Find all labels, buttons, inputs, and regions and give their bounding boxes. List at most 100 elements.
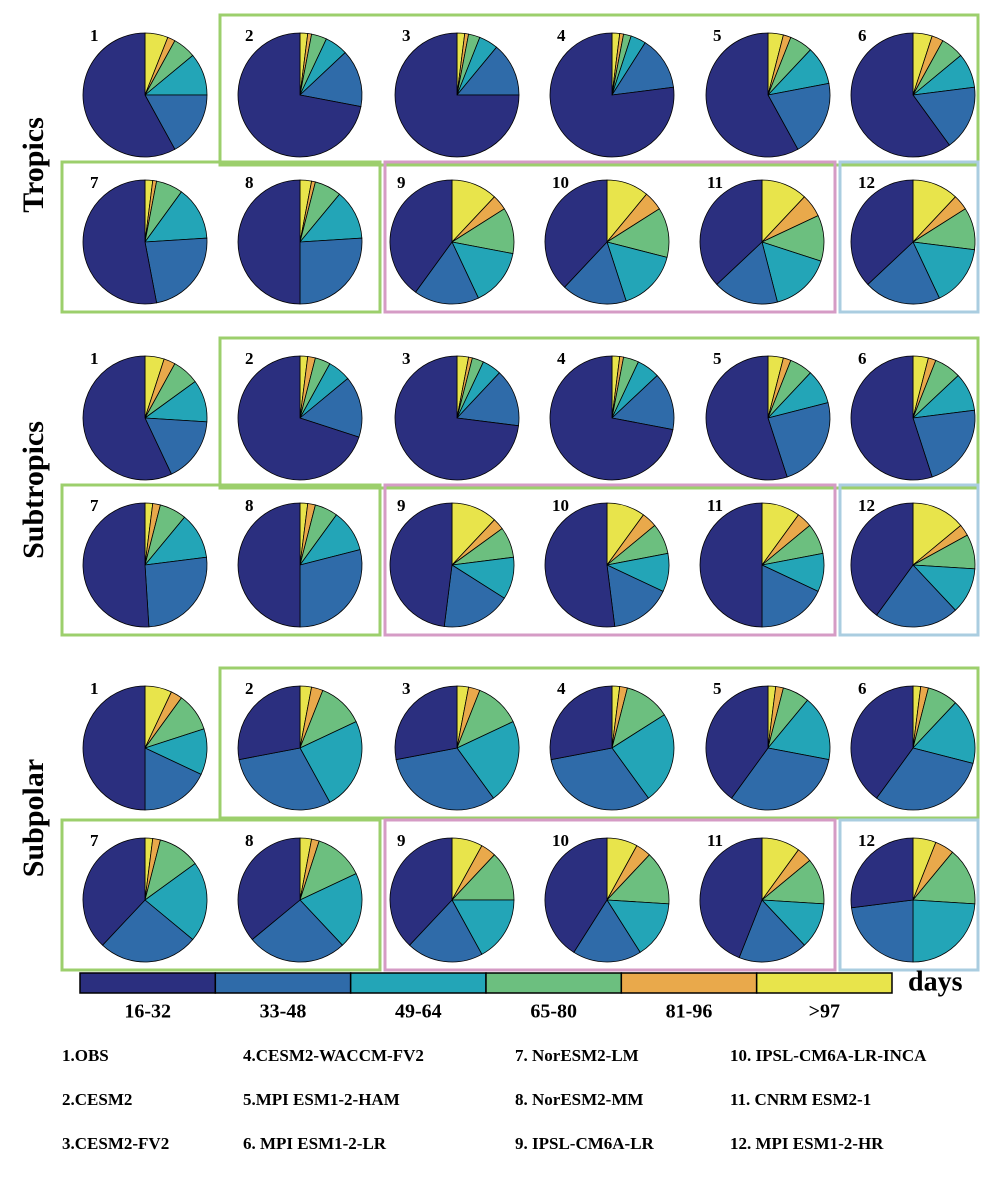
pie-slice xyxy=(456,372,520,427)
panel-label: 5 xyxy=(713,26,722,45)
panel-label: 4 xyxy=(557,679,566,698)
pie-slice xyxy=(237,685,301,761)
pie-slice xyxy=(395,747,495,811)
legend-label: 33-48 xyxy=(260,1001,307,1023)
pie-slice xyxy=(699,179,763,286)
pie-slice xyxy=(237,179,301,305)
pie-slice xyxy=(237,837,301,941)
panel-label: 5 xyxy=(713,349,722,368)
pie-slice xyxy=(82,502,150,628)
pie-slice xyxy=(144,862,208,941)
pie-slice xyxy=(451,899,515,955)
legend-swatch xyxy=(79,972,217,994)
pie-slice xyxy=(850,685,914,799)
panel-label: 6 xyxy=(858,349,867,368)
pie-slice xyxy=(82,685,146,811)
legend-label: 65-80 xyxy=(530,1001,577,1023)
model-name: 11. CNRM ESM2-1 xyxy=(730,1090,871,1109)
group-box xyxy=(838,160,980,314)
pie-slice xyxy=(611,374,675,431)
panel-label: 1 xyxy=(90,26,99,45)
panel-label: 7 xyxy=(90,496,99,515)
pie-slice xyxy=(389,179,453,293)
panel-label: 11 xyxy=(707,496,723,515)
pie-slice xyxy=(875,747,974,811)
panel-label: 12 xyxy=(858,831,875,850)
group-box xyxy=(218,336,980,490)
pie-slice xyxy=(299,237,363,305)
model-name: 7. NorESM2-LM xyxy=(515,1046,639,1065)
pie-slice xyxy=(573,899,641,963)
panel-label: 4 xyxy=(557,26,566,45)
panel-label: 10 xyxy=(552,496,569,515)
pie-slice xyxy=(144,556,208,628)
pie-slice xyxy=(237,355,360,481)
pie-slice xyxy=(550,747,650,811)
pie-slice xyxy=(82,179,158,305)
pie-slice xyxy=(705,685,769,799)
panel-label: 2 xyxy=(245,679,254,698)
pie-slice xyxy=(875,564,957,628)
panel-label: 11 xyxy=(707,831,723,850)
model-name: 6. MPI ESM1-2-LR xyxy=(243,1134,387,1153)
group-box xyxy=(838,483,980,637)
legend-unit: days xyxy=(908,966,963,997)
legend-swatch xyxy=(620,972,758,994)
panel-label: 9 xyxy=(397,496,406,515)
pie-slice xyxy=(82,32,176,158)
pie-slice xyxy=(408,899,483,963)
pie-slice xyxy=(443,564,505,628)
model-name: 8. NorESM2-MM xyxy=(515,1090,643,1109)
pie-slice xyxy=(611,714,675,799)
region-label: Subpolar xyxy=(17,759,50,877)
pie-slice xyxy=(767,699,831,761)
pie-slice xyxy=(850,32,951,158)
pie-slice xyxy=(101,899,194,963)
pie-slice xyxy=(767,402,831,478)
legend-label: 49-64 xyxy=(395,1001,442,1023)
pie-slice xyxy=(851,899,914,963)
pie-slice xyxy=(299,873,363,946)
panel-label: 12 xyxy=(858,496,875,515)
pie-slice xyxy=(606,854,670,905)
pie-slice xyxy=(299,549,363,628)
pie-slice xyxy=(237,32,362,158)
model-name: 5.MPI ESM1-2-HAM xyxy=(243,1090,400,1109)
pie-slice xyxy=(606,241,668,302)
panel-label: 7 xyxy=(90,831,99,850)
panel-label: 3 xyxy=(402,26,411,45)
pie-slice xyxy=(738,899,806,963)
group-box xyxy=(383,160,837,314)
pie-slice xyxy=(544,179,608,288)
panel-label: 1 xyxy=(90,349,99,368)
panel-label: 6 xyxy=(858,679,867,698)
pie-slice xyxy=(606,564,664,627)
legend-swatch xyxy=(349,972,487,994)
pie-slice xyxy=(299,377,363,438)
pie-slice xyxy=(82,355,172,481)
pie-slice xyxy=(761,241,822,303)
pie-slice xyxy=(549,32,675,158)
pie-slice xyxy=(456,721,520,799)
pie-slice xyxy=(767,82,831,150)
pie-slice xyxy=(549,355,674,481)
pie-slice xyxy=(761,564,819,628)
legend-swatch xyxy=(485,972,623,994)
panel-label: 8 xyxy=(245,831,254,850)
group-box xyxy=(383,818,837,972)
panel-label: 7 xyxy=(90,173,99,192)
pie-slice xyxy=(144,747,202,811)
pie-slice xyxy=(237,502,301,628)
pie-slice xyxy=(912,86,976,146)
pie-slice xyxy=(251,899,344,963)
pie-slice xyxy=(238,747,331,811)
legend-label: 81-96 xyxy=(666,1001,713,1023)
model-name: 3.CESM2-FV2 xyxy=(62,1134,169,1153)
pie-slice xyxy=(544,502,616,628)
pie-slice xyxy=(611,42,674,96)
pie-slice xyxy=(699,837,763,959)
model-name: 10. IPSL-CM6A-LR-INCA xyxy=(730,1046,927,1065)
pie-slice xyxy=(912,702,976,764)
model-name: 2.CESM2 xyxy=(62,1090,132,1109)
panel-label: 10 xyxy=(552,173,569,192)
